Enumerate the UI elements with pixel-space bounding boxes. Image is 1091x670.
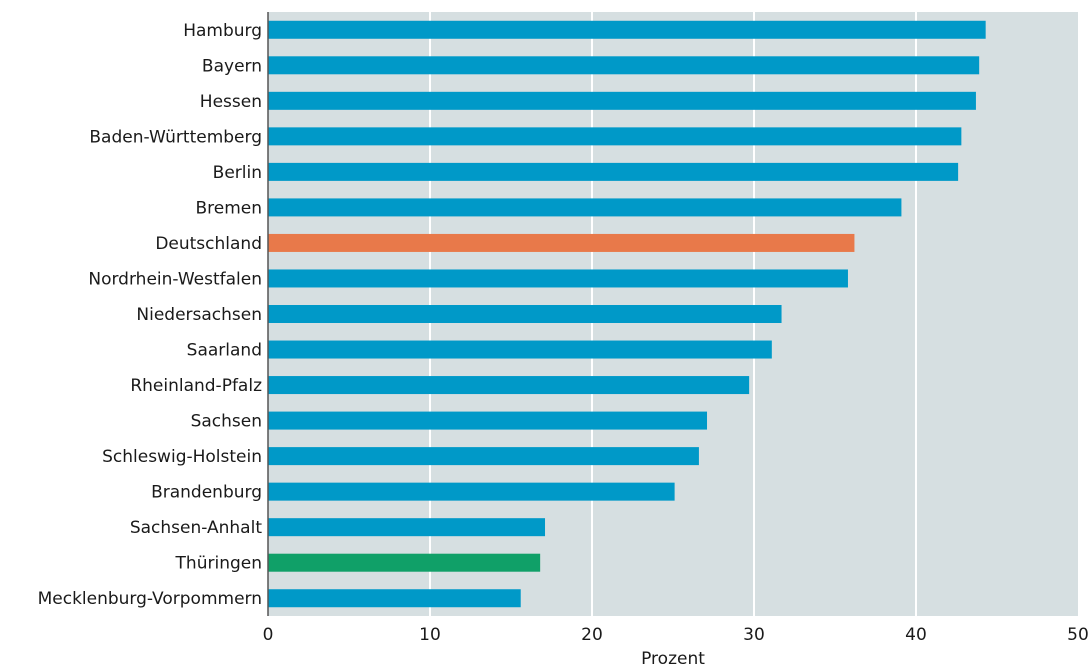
bar-bayern [268, 56, 980, 75]
bar-hamburg [268, 20, 986, 39]
category-label: Schleswig-Holstein [102, 447, 262, 467]
x-tick-label: 30 [743, 625, 765, 645]
category-label: Nordrhein-Westfalen [88, 269, 262, 289]
bar-berlin [268, 162, 959, 181]
bar-sachsen-anhalt [268, 518, 546, 537]
x-tick-labels: 0 10 20 30 40 50 [263, 625, 1089, 645]
category-label: Hessen [200, 92, 262, 112]
category-label: Saarland [187, 341, 262, 361]
x-tick-label: 20 [581, 625, 603, 645]
bar-rheinland-pfalz [268, 376, 750, 395]
category-label: Rheinland-Pfalz [130, 376, 262, 396]
x-tick-label: 10 [419, 625, 441, 645]
x-axis-title: Prozent [641, 649, 705, 669]
bar-saarland [268, 340, 772, 359]
bar-niedersachsen [268, 305, 782, 323]
bar-bremen [268, 198, 902, 217]
x-tick-label: 50 [1067, 625, 1089, 645]
bar-thüringen [268, 553, 541, 572]
bar-hessen [268, 91, 976, 110]
category-label: Sachsen-Anhalt [130, 518, 262, 538]
x-tick-label: 0 [263, 625, 274, 645]
category-label: Sachsen [191, 412, 262, 432]
category-labels: Hamburg Bayern Hessen Baden-Württemberg Berl… [38, 21, 263, 609]
category-label: Bremen [195, 198, 262, 218]
category-label: Niedersachsen [136, 305, 262, 325]
category-label: Bayern [202, 56, 262, 76]
bar-schleswig-holstein [268, 447, 699, 466]
category-label: Baden-Württemberg [89, 127, 262, 147]
bar-nordrhein-westfalen [268, 269, 848, 288]
category-label: Thüringen [175, 554, 262, 574]
category-label: Mecklenburg-Vorpommern [38, 589, 262, 609]
bar-sachsen [268, 411, 708, 430]
bars [268, 20, 986, 608]
bar-baden-württemberg [268, 127, 962, 146]
bar-deutschland [268, 233, 855, 252]
category-label: Brandenburg [151, 483, 262, 503]
bar-mecklenburg-vorpommern [268, 589, 521, 608]
category-label: Hamburg [183, 21, 262, 41]
category-label: Deutschland [155, 234, 262, 254]
category-label: Berlin [213, 163, 262, 183]
x-tick-label: 40 [905, 625, 927, 645]
bar-brandenburg [268, 482, 675, 501]
